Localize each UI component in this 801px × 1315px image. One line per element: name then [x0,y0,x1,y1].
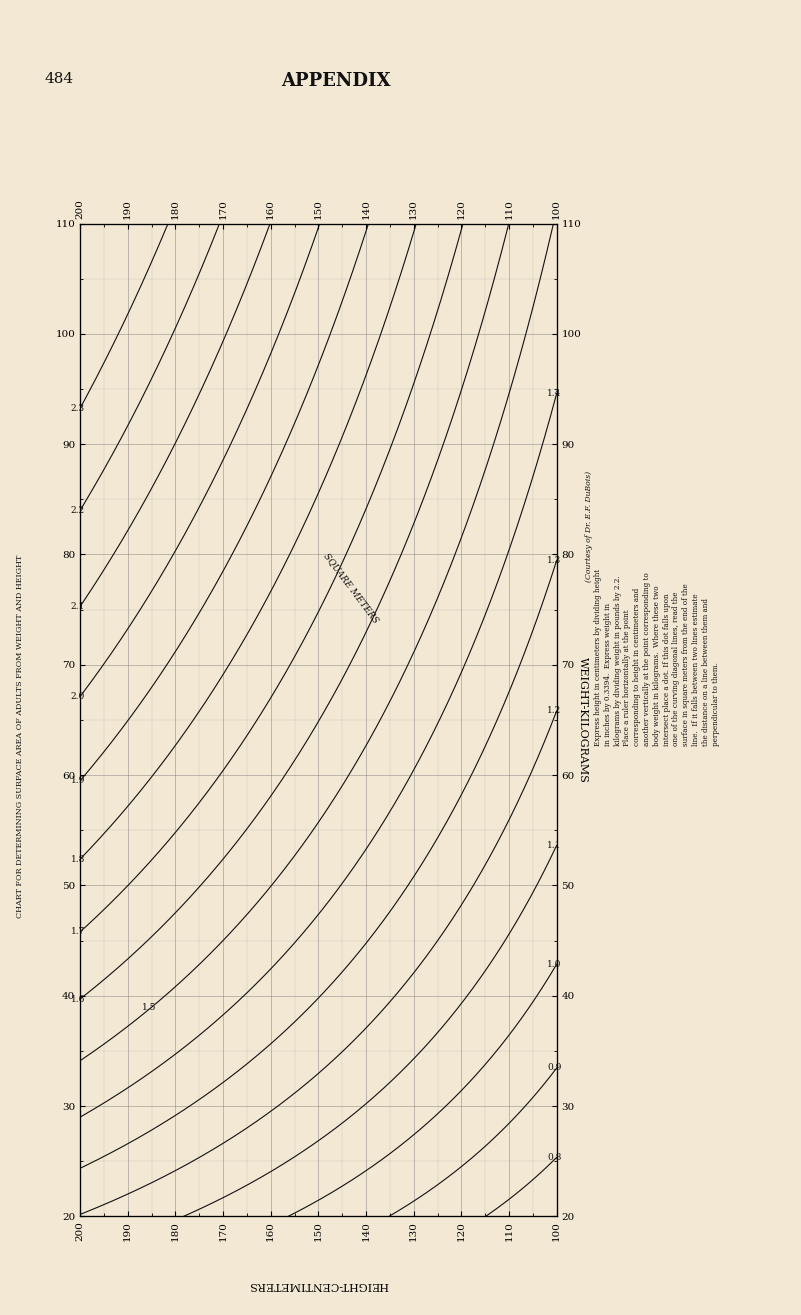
Text: 484: 484 [44,72,73,87]
Text: 1.7: 1.7 [70,927,85,936]
Text: 1.8: 1.8 [70,855,85,864]
Text: CHART FOR DETERMINING SURFACE AREA OF ADULTS FROM WEIGHT AND HEIGHT: CHART FOR DETERMINING SURFACE AREA OF AD… [16,555,24,918]
Y-axis label: WEIGHT-KILOGRAMS: WEIGHT-KILOGRAMS [578,658,589,782]
Text: 2.2: 2.2 [70,506,85,515]
Text: 2.3: 2.3 [70,404,85,413]
Text: Express height in centimeters by dividing height
in inches by 0.3394.  Express w: Express height in centimeters by dividin… [594,569,719,746]
Text: 1.9: 1.9 [70,776,85,785]
Text: 1.5: 1.5 [142,1002,156,1011]
Text: 1.3: 1.3 [547,556,562,565]
X-axis label: HEIGHT-CENTIMETERS: HEIGHT-CENTIMETERS [248,1279,388,1290]
Text: 1.1: 1.1 [547,840,562,849]
Text: (Courtesy of Dr. E.F. DuBois): (Courtesy of Dr. E.F. DuBois) [585,471,593,581]
Text: SQUARE METERS: SQUARE METERS [323,551,381,625]
Text: 1.2: 1.2 [547,706,562,715]
Text: 2.1: 2.1 [70,602,85,611]
Text: 1.6: 1.6 [70,994,85,1003]
Text: 2.0: 2.0 [70,692,85,701]
Text: 1.4: 1.4 [547,389,562,398]
Text: 0.8: 0.8 [547,1153,562,1162]
Text: APPENDIX: APPENDIX [282,72,391,91]
Text: 0.9: 0.9 [547,1064,562,1073]
Text: 1.0: 1.0 [547,960,562,969]
